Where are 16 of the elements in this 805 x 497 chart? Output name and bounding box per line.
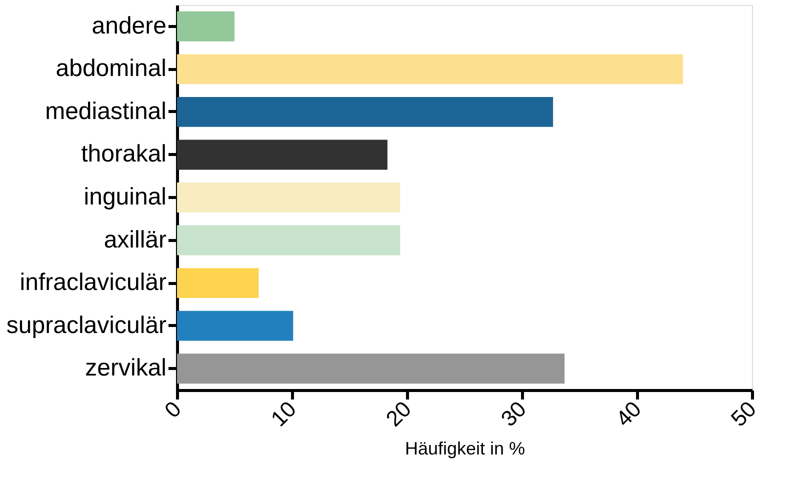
x-tick-label: 0	[160, 396, 186, 423]
x-tick-label: 30	[496, 396, 531, 432]
x-axis-title: Häufigkeit in %	[404, 438, 526, 459]
y-tick-label: infraclaviculär	[20, 269, 167, 296]
x-tick-label: 40	[610, 396, 646, 432]
y-tick-label: supraclaviculär	[6, 312, 166, 339]
y-tick-label: andere	[92, 12, 166, 40]
y-tick-label: axillär	[104, 226, 167, 254]
y-tick-label: zervikal	[85, 354, 166, 382]
y-tick-label: thorakal	[81, 140, 166, 168]
y-tick-label: abdominal	[56, 55, 166, 82]
x-tick-label: 10	[266, 396, 301, 432]
y-tick-label: inguinal	[84, 184, 166, 210]
y-tick-label: mediastinal	[45, 98, 166, 125]
x-tick-label: 50	[726, 396, 761, 432]
x-tick-label: 20	[380, 396, 416, 432]
